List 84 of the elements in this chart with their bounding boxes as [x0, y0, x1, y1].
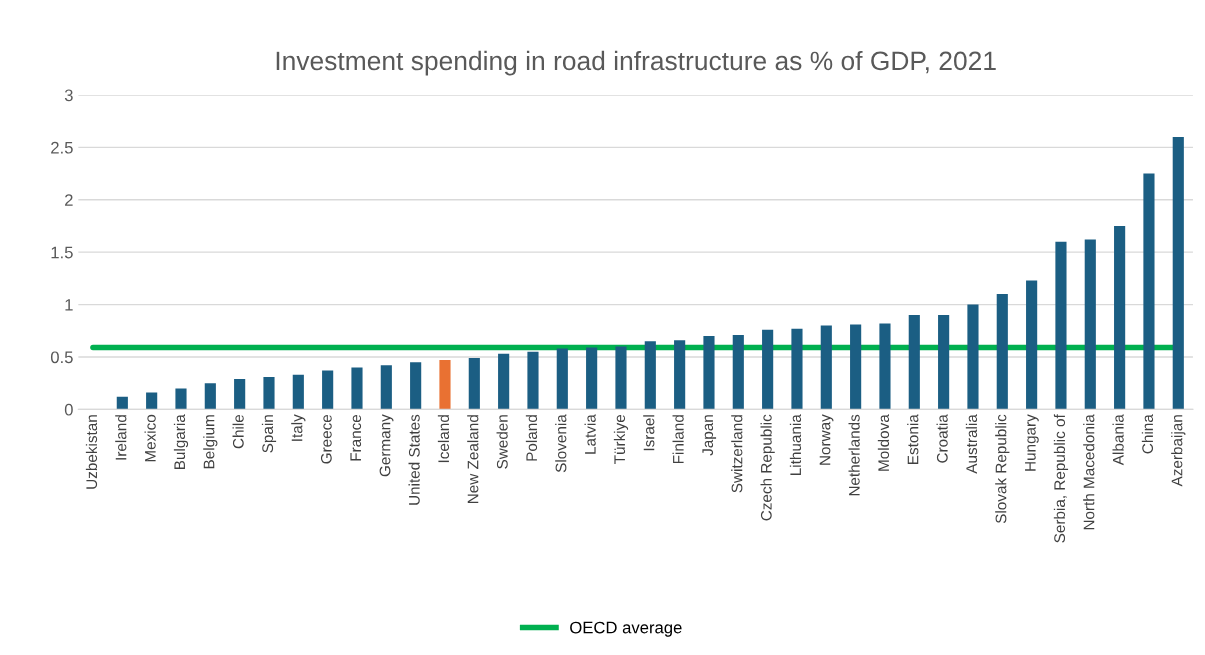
x-tick-label: Uzbekistan [85, 415, 98, 489]
bar [527, 351, 539, 410]
x-tick-label: Albania [1112, 414, 1124, 466]
x-tick-label: Australia [965, 414, 978, 474]
bar [322, 370, 334, 410]
x-tick-label: Finland [672, 415, 684, 464]
x-tick-label: Belgium [203, 415, 218, 469]
x-tick-label: Latvia [584, 414, 596, 454]
x-tick-label: Slovak Republic [995, 414, 1010, 524]
bar [644, 341, 656, 410]
bar [674, 340, 686, 410]
bar [146, 392, 158, 410]
bar [586, 347, 598, 410]
x-tick-label: Japan [702, 415, 717, 456]
x-tick-label: Czech Republic [760, 414, 775, 521]
bar [204, 383, 216, 410]
bar [1143, 173, 1155, 410]
x-tick-label: Greece [320, 414, 332, 464]
bar [498, 353, 510, 410]
bar [439, 360, 451, 410]
bar [732, 334, 744, 410]
bar [556, 348, 568, 410]
x-tick-label: Spain [261, 415, 277, 453]
bar [908, 315, 920, 410]
x-tick-label: Moldova [877, 414, 890, 471]
x-tick-label: Hungary [1025, 414, 1039, 471]
bar [938, 315, 950, 410]
x-tick-label: Iceland [437, 415, 450, 463]
x-tick-label: Netherlands [848, 414, 860, 496]
bar [850, 324, 862, 410]
bar [468, 358, 480, 410]
bar [762, 329, 774, 410]
x-tick-label: France [350, 414, 362, 461]
x-tick-label: Germany [379, 414, 394, 477]
bar [615, 346, 627, 410]
legend-label: OECD average [570, 621, 682, 637]
bar [967, 304, 979, 410]
bar [791, 328, 803, 410]
bar [1172, 136, 1184, 410]
bar [410, 362, 422, 410]
bar [263, 376, 275, 410]
y-tick-label: 1 [65, 299, 73, 311]
bar [820, 325, 832, 410]
bar [351, 367, 363, 410]
x-tick-label: Sweden [496, 415, 508, 469]
x-tick-label: Slovenia [555, 414, 567, 473]
x-tick-label: Chile [232, 414, 244, 449]
x-tick-label: Azerbaijan [1171, 415, 1186, 487]
y-tick-label: 2 [65, 194, 73, 206]
bar [879, 323, 891, 410]
bar [116, 396, 128, 410]
x-tick-label: Serbia, Republic of [1053, 414, 1069, 543]
x-tick-label: Mexico [144, 414, 156, 462]
x-tick-label: Italy [291, 414, 306, 441]
x-tick-label: Estonia [907, 414, 919, 464]
x-tick-label: Poland [525, 415, 538, 461]
x-tick-label: Bulgaria [173, 414, 189, 470]
chart-title: Investment spending in road infrastructure as % of GDP, 2021 [276, 50, 996, 76]
y-tick-label: 2.5 [51, 141, 73, 154]
bar [1114, 225, 1126, 410]
x-tick-label: United States [408, 414, 420, 505]
x-tick-label: Israel [643, 415, 655, 451]
x-tick-label: Ireland [115, 415, 127, 460]
bar [380, 365, 392, 410]
y-tick-label: 0 [64, 403, 73, 416]
x-tick-label: Switzerland [731, 415, 743, 493]
bar [175, 388, 187, 410]
x-tick-label: Türkiye [613, 414, 629, 464]
x-tick-label: Norway [819, 414, 834, 465]
y-tick-label: 1.5 [51, 246, 73, 259]
bar [1026, 280, 1038, 410]
bar [292, 374, 304, 410]
bar [703, 336, 715, 410]
x-tick-label: Croatia [936, 414, 948, 463]
bar [996, 294, 1008, 410]
bar [234, 378, 246, 410]
x-tick-label: Lithuania [789, 414, 802, 475]
bar [1055, 241, 1067, 410]
x-tick-label: North Macedonia [1083, 414, 1095, 530]
x-tick-label: New Zealand [467, 415, 479, 503]
bar [1084, 239, 1096, 410]
y-tick-label: 0.5 [50, 351, 73, 364]
x-tick-label: China [1141, 414, 1154, 454]
y-tick-label: 3 [64, 89, 73, 102]
